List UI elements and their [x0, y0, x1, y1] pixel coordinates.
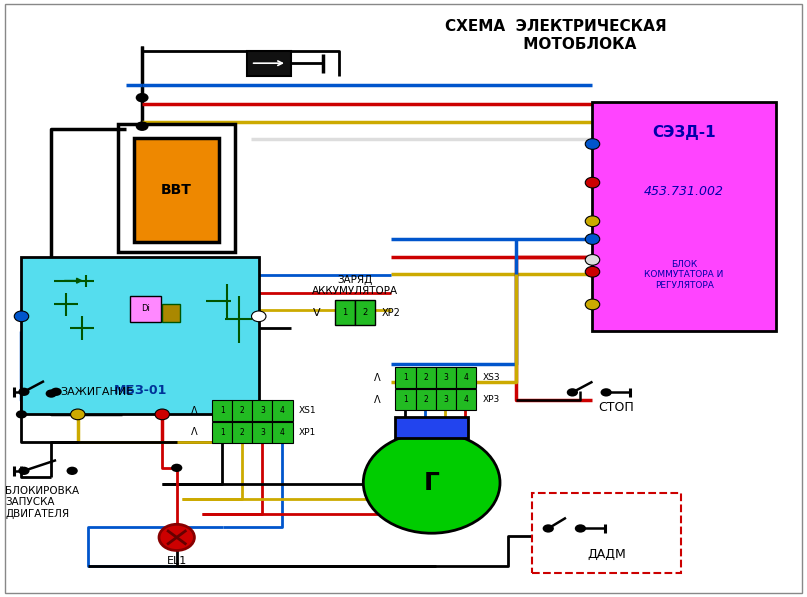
Text: 2: 2 [423, 373, 428, 382]
Text: СХЕМА  ЭЛЕКТРИЧЕСКАЯ
         МОТОБЛОКА: СХЕМА ЭЛЕКТРИЧЕСКАЯ МОТОБЛОКА [445, 19, 667, 51]
Bar [436, 389, 456, 410]
Bar [335, 300, 355, 325]
Text: XP1: XP1 [299, 428, 316, 437]
Text: ВВТ: ВВТ [161, 183, 192, 197]
Circle shape [585, 266, 600, 277]
Bar [212, 422, 232, 443]
Circle shape [585, 139, 600, 149]
Text: Г: Г [424, 470, 440, 495]
Text: XP2: XP2 [382, 308, 400, 318]
Bar [130, 296, 161, 322]
Text: 4: 4 [463, 373, 468, 382]
Text: 1: 1 [404, 395, 408, 404]
Bar [232, 422, 253, 443]
Bar [232, 400, 253, 421]
Circle shape [136, 121, 148, 131]
Text: XS3: XS3 [483, 373, 500, 382]
Circle shape [567, 388, 578, 396]
Circle shape [585, 254, 600, 265]
Text: V: V [313, 308, 320, 318]
Bar [273, 422, 292, 443]
Text: 4: 4 [463, 395, 468, 404]
Text: 3: 3 [260, 428, 265, 437]
Circle shape [16, 410, 27, 418]
Bar [253, 400, 273, 421]
Bar [456, 389, 476, 410]
Text: 2: 2 [240, 406, 245, 415]
Text: 2: 2 [240, 428, 245, 437]
Circle shape [159, 524, 194, 550]
Text: 4: 4 [280, 406, 285, 415]
Text: XS1: XS1 [299, 406, 316, 415]
Bar [273, 400, 292, 421]
Bar [532, 493, 681, 573]
Bar [22, 257, 259, 414]
Text: 1: 1 [342, 308, 348, 317]
Circle shape [70, 409, 85, 420]
Circle shape [575, 524, 586, 533]
Text: 4: 4 [280, 428, 285, 437]
Text: 453.731.002: 453.731.002 [644, 185, 724, 198]
Circle shape [600, 388, 612, 396]
Text: Di: Di [141, 304, 150, 313]
Circle shape [15, 311, 29, 322]
Text: Λ: Λ [191, 427, 198, 438]
Text: МБЗ-01: МБЗ-01 [114, 384, 167, 397]
Circle shape [66, 467, 77, 475]
Text: 2: 2 [362, 308, 368, 317]
Bar [395, 417, 468, 438]
Text: 3: 3 [443, 395, 448, 404]
Text: БЛОК
КОММУТАТОРА И
РЕГУЛЯТОРА: БЛОК КОММУТАТОРА И РЕГУЛЯТОРА [645, 260, 724, 290]
Circle shape [72, 410, 83, 418]
Text: Λ: Λ [374, 395, 381, 405]
Text: 2: 2 [423, 395, 428, 404]
Text: XP3: XP3 [483, 395, 500, 404]
Text: 1: 1 [220, 428, 224, 437]
Text: 1: 1 [220, 406, 224, 415]
Text: ДАДМ: ДАДМ [587, 547, 626, 561]
Text: СЭЗД-1: СЭЗД-1 [652, 125, 716, 140]
Bar [118, 124, 235, 252]
Bar [162, 304, 180, 322]
Circle shape [157, 410, 168, 418]
Circle shape [585, 234, 600, 244]
Circle shape [19, 387, 30, 396]
Circle shape [136, 93, 148, 103]
Text: ЗАРЯД
АККУМУЛЯТОРА: ЗАРЯД АККУМУЛЯТОРА [312, 275, 399, 296]
Bar [456, 367, 476, 388]
Text: БЛОКИРОВКА
ЗАПУСКА
ДВИГАТЕЛЯ: БЛОКИРОВКА ЗАПУСКА ДВИГАТЕЛЯ [6, 486, 80, 519]
Text: Λ: Λ [191, 405, 198, 416]
Circle shape [19, 467, 30, 475]
Bar [247, 51, 291, 76]
Bar [134, 138, 219, 242]
Bar [395, 389, 416, 410]
Circle shape [542, 524, 554, 533]
Text: EL1: EL1 [166, 556, 187, 566]
Bar [416, 389, 436, 410]
Circle shape [363, 432, 500, 533]
Circle shape [252, 311, 266, 322]
Circle shape [171, 464, 182, 472]
Circle shape [585, 299, 600, 310]
Bar [416, 367, 436, 388]
Circle shape [155, 409, 169, 420]
Text: СТОП: СТОП [599, 401, 634, 414]
Bar [212, 400, 232, 421]
Bar [355, 300, 375, 325]
Text: 3: 3 [260, 406, 265, 415]
Circle shape [585, 177, 600, 188]
Text: 3: 3 [443, 373, 448, 382]
Bar [592, 103, 776, 331]
Circle shape [585, 216, 600, 227]
Bar [436, 367, 456, 388]
Bar [253, 422, 273, 443]
Text: Λ: Λ [374, 373, 381, 383]
Circle shape [51, 387, 61, 396]
Bar [395, 367, 416, 388]
Circle shape [46, 389, 56, 398]
Text: 1: 1 [404, 373, 408, 382]
Text: ЗАЖИГАНИЕ: ЗАЖИГАНИЕ [60, 387, 133, 397]
